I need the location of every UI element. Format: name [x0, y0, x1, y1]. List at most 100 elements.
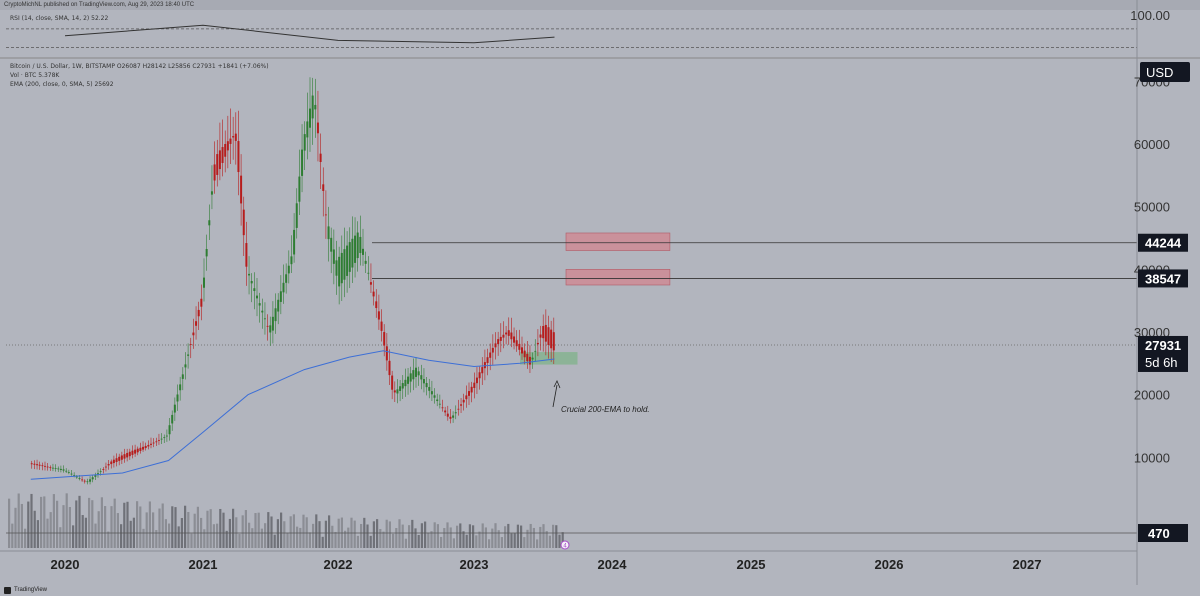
volume-bar: [404, 538, 407, 548]
volume-bar: [196, 506, 199, 548]
candle-body: [150, 443, 152, 445]
volume-bar: [555, 525, 558, 548]
candle-body: [290, 256, 293, 265]
candle-body: [314, 104, 317, 110]
candle-body: [94, 475, 97, 477]
candle-body: [428, 387, 431, 391]
y-tick-label-2: 50000: [1134, 200, 1170, 215]
candle-body: [250, 280, 253, 284]
candle-body: [266, 325, 269, 327]
volume-bar: [491, 528, 494, 548]
candle-body: [176, 394, 179, 402]
candle-body: [285, 274, 288, 283]
annotation-text: Crucial 200-EMA to hold.: [561, 405, 650, 414]
candle-body: [468, 391, 470, 396]
volume-bar: [120, 524, 123, 548]
volume-bar: [40, 496, 43, 548]
x-tick-label-2: 2022: [324, 557, 353, 572]
volume-legend: Vol · BTC 5.378K: [10, 72, 60, 79]
candle-body: [287, 265, 290, 274]
volume-bar: [78, 495, 81, 548]
candle-body: [189, 344, 192, 345]
candle-body: [547, 327, 550, 345]
candle-body: [261, 310, 264, 313]
volume-bar: [52, 494, 55, 548]
currency-box[interactable]: [1140, 62, 1190, 82]
volume-bar: [385, 519, 388, 548]
volume-bar: [126, 501, 129, 548]
candle-body: [383, 332, 386, 346]
volume-bar: [174, 507, 177, 548]
candle-body: [78, 478, 81, 479]
volume-bar: [532, 527, 535, 548]
candle-body: [298, 176, 301, 202]
candle-body: [293, 229, 296, 255]
candle-body: [277, 299, 280, 312]
candle-body: [528, 356, 531, 365]
volume-bar: [145, 512, 148, 548]
volume-bar: [100, 497, 103, 548]
volume-bar: [459, 523, 462, 548]
volume-bar: [49, 512, 52, 548]
volume-bar: [20, 503, 23, 548]
x-tick-label-5: 2025: [737, 557, 766, 572]
volume-bar: [17, 493, 20, 548]
candle-body: [157, 440, 160, 441]
volume-bar: [507, 523, 510, 548]
volume-bar: [395, 528, 398, 548]
candle-body: [346, 245, 349, 276]
candle-body: [489, 352, 492, 358]
candle-body: [197, 309, 200, 317]
candle-body: [478, 372, 481, 379]
candle-body: [83, 480, 86, 482]
candle-body: [303, 134, 306, 151]
candle-body: [483, 362, 486, 369]
volume-bar: [542, 524, 545, 548]
volume-bar: [462, 531, 465, 548]
volume-bar: [222, 512, 225, 548]
published-info: CryptoMichNL published on TradingView.co…: [4, 2, 195, 8]
candle-body: [465, 395, 468, 400]
volume-bar: [456, 525, 459, 548]
volume-bar: [388, 521, 391, 548]
candle-body: [454, 412, 457, 414]
volume-bar: [228, 518, 231, 548]
candle-body: [234, 133, 237, 141]
volume-bar: [356, 535, 359, 548]
volume-bar: [302, 514, 305, 548]
candle-body: [86, 481, 89, 483]
volume-bar: [209, 509, 212, 548]
volume-tag-label: 470: [1148, 526, 1170, 541]
volume-bar: [497, 530, 500, 548]
volume-bar: [520, 525, 523, 548]
volume-bar: [523, 537, 526, 548]
candle-body: [163, 437, 166, 439]
volume-bar: [225, 530, 228, 548]
volume-bar: [286, 532, 289, 548]
candle-body: [67, 472, 70, 474]
volume-tag-bg: [1138, 524, 1188, 542]
x-tick-label-7: 2027: [1013, 557, 1042, 572]
volume-bar: [56, 500, 59, 548]
volume-bar: [360, 523, 363, 548]
currency-label: USD: [1146, 65, 1173, 80]
candle-body: [301, 149, 304, 176]
volume-bar: [276, 519, 279, 548]
volume-bar: [366, 524, 369, 548]
candle-body: [165, 435, 168, 437]
volume-bar: [516, 524, 519, 548]
volume-bar: [241, 515, 244, 548]
candle-body: [433, 395, 436, 398]
candle-body: [38, 464, 41, 466]
candle-body: [179, 384, 182, 391]
candle-body: [81, 479, 84, 481]
price-tag-countdown: 5d 6h: [1145, 355, 1178, 370]
volume-bar: [401, 524, 404, 548]
volume-bar: [472, 525, 475, 548]
candle-body: [324, 214, 327, 216]
volume-bar: [33, 510, 36, 548]
volume-bar: [411, 519, 414, 548]
candle-body: [33, 463, 36, 465]
candle-body: [51, 467, 54, 469]
